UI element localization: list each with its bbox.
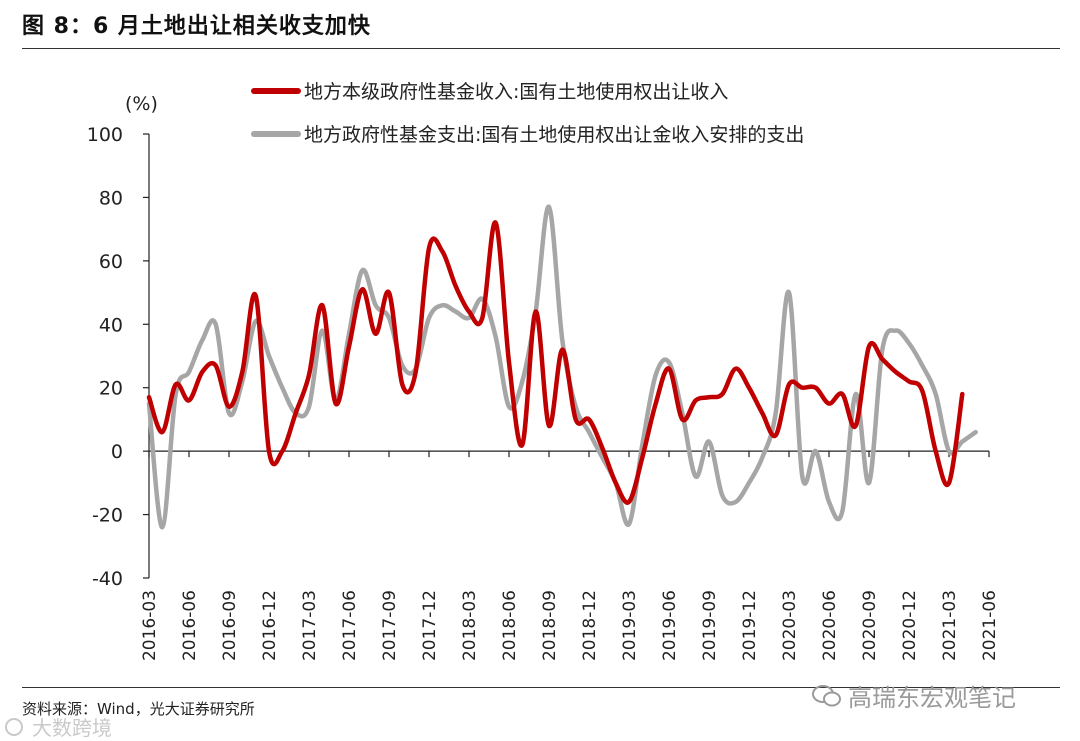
legend-label: 地方本级政府性基金收入:国有土地使用权出让收入 bbox=[304, 81, 728, 103]
wechat-watermark: 高瑞东宏观笔记 bbox=[812, 678, 1016, 713]
x-tick-label: 2016-09 bbox=[220, 590, 240, 661]
x-tick-label: 2018-09 bbox=[540, 590, 560, 661]
x-tick-label: 2020-09 bbox=[860, 590, 880, 661]
x-axis: 2016-03 2016-06 2016-09 2016-12 2017-03 2017-… bbox=[140, 450, 1000, 661]
x-tick-label: 2019-03 bbox=[620, 590, 640, 661]
title-divider bbox=[22, 48, 1060, 49]
x-tick-label: 2017-03 bbox=[300, 590, 320, 661]
y-tick-label: 0 bbox=[111, 441, 123, 463]
series-land-sale-expenditure-line bbox=[146, 204, 978, 530]
y-tick-label: 100 bbox=[87, 124, 123, 146]
corner-watermark: 大数跨境 bbox=[4, 712, 112, 741]
x-tick-label: 2018-03 bbox=[460, 590, 480, 661]
legend-label: 地方政府性基金支出:国有土地使用权出让金收入安排的支出 bbox=[304, 124, 804, 146]
x-tick-label: 2017-12 bbox=[420, 590, 440, 661]
x-tick-label: 2018-12 bbox=[580, 590, 600, 661]
y-tick-label: 40 bbox=[99, 314, 123, 336]
series-land-sale-revenue-line bbox=[146, 220, 965, 505]
x-tick-label: 2020-12 bbox=[900, 590, 920, 661]
x-tick-label: 2017-09 bbox=[380, 590, 400, 661]
x-tick-label: 2018-06 bbox=[500, 590, 520, 661]
x-tick-label: 2019-12 bbox=[740, 590, 760, 661]
y-tick-label: -40 bbox=[92, 568, 123, 590]
y-tick-label: 80 bbox=[99, 187, 123, 209]
x-tick-label: 2016-06 bbox=[180, 590, 200, 661]
wechat-icon bbox=[812, 684, 841, 706]
x-tick-label: 2020-06 bbox=[820, 590, 840, 661]
y-tick-label: 60 bbox=[99, 251, 123, 273]
x-tick-label: 2016-03 bbox=[140, 590, 160, 661]
x-tick-label: 2021-06 bbox=[980, 590, 1000, 661]
figure-title: 图 8：6 月土地出让相关收支加快 bbox=[22, 14, 371, 39]
x-tick-label: 2020-03 bbox=[780, 590, 800, 661]
x-tick-label: 2016-12 bbox=[260, 590, 280, 661]
y-tick-label: 20 bbox=[99, 378, 123, 400]
y-tick-label: -20 bbox=[92, 505, 123, 527]
x-tick-label: 2019-09 bbox=[700, 590, 720, 661]
y-axis: -40 -20 0 20 40 60 80 100 bbox=[87, 124, 150, 590]
watermark-logo-icon bbox=[5, 717, 23, 736]
watermark-right-text: 高瑞东宏观笔记 bbox=[848, 684, 1016, 712]
x-tick-label: 2021-03 bbox=[940, 590, 960, 661]
y-axis-label: (%) bbox=[125, 93, 158, 115]
source-note: 资料来源：Wind，光大证券研究所 bbox=[22, 700, 255, 718]
series-group bbox=[146, 204, 978, 530]
footer-divider bbox=[22, 687, 1060, 688]
x-tick-label: 2019-06 bbox=[660, 590, 680, 661]
legend: 地方本级政府性基金收入:国有土地使用权出让收入地方政府性基金支出:国有土地使用权… bbox=[251, 81, 804, 146]
x-tick-label: 2017-06 bbox=[340, 590, 360, 661]
watermark-left-text: 大数跨境 bbox=[32, 716, 112, 740]
